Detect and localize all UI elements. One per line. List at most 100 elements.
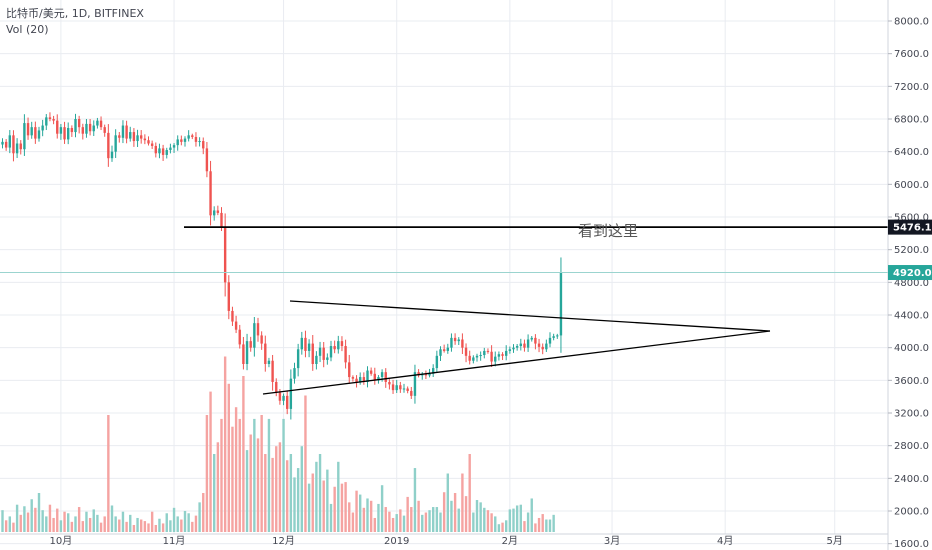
volume-bar xyxy=(464,496,468,532)
candle-body xyxy=(150,143,154,146)
volume-bar xyxy=(461,473,464,532)
time-axis[interactable]: 10月11月12月20192月3月4月5月6月7月 xyxy=(0,533,932,547)
candle-body xyxy=(275,381,278,393)
volume-bar xyxy=(497,524,501,532)
volume-indicator-label[interactable]: Vol (20) xyxy=(6,23,49,36)
volume-bar xyxy=(202,493,205,532)
volume-bar xyxy=(234,407,238,532)
volume-bar xyxy=(4,520,8,532)
volume-bar xyxy=(391,517,395,532)
candle-body xyxy=(48,117,52,119)
volume-bar xyxy=(70,521,74,532)
volume-bar xyxy=(15,504,19,532)
candle-body xyxy=(559,272,563,336)
candle-body xyxy=(530,337,533,340)
drawings: 看到这里 xyxy=(0,222,888,395)
candle-body xyxy=(77,119,81,128)
candle-body xyxy=(176,139,179,146)
candle-body xyxy=(23,123,26,150)
candle-body xyxy=(30,127,33,136)
volume-bar xyxy=(245,450,249,532)
volume-bar xyxy=(362,507,366,532)
volume-bar xyxy=(337,461,340,532)
volume-bar xyxy=(12,522,15,532)
candle-body xyxy=(461,339,464,348)
candle-body xyxy=(519,343,522,347)
volume-bar xyxy=(121,511,125,532)
price-tick-label: 8000.0 xyxy=(894,17,929,28)
volume-bar xyxy=(205,415,209,532)
volume-bar xyxy=(19,514,22,532)
volume-bar xyxy=(537,517,541,532)
volume-bar xyxy=(172,507,176,532)
volume-bar xyxy=(406,496,409,532)
candle-body xyxy=(329,346,333,358)
candle-body xyxy=(56,120,59,134)
candle-body xyxy=(293,368,296,379)
volume-bar xyxy=(278,442,282,532)
candle-body xyxy=(41,125,44,131)
volume-bar xyxy=(96,514,99,532)
volume-bar xyxy=(81,521,84,532)
candle-body xyxy=(140,135,143,139)
candle-body xyxy=(534,337,537,344)
annotation-text[interactable]: 看到这里 xyxy=(578,222,638,240)
candle-body xyxy=(340,341,344,347)
volume-bar xyxy=(88,517,92,532)
candle-body xyxy=(348,362,351,378)
volume-bar xyxy=(380,485,384,532)
candle-body xyxy=(282,395,285,401)
volume-bar xyxy=(304,395,307,532)
candle-body xyxy=(369,370,373,374)
volume-bar xyxy=(260,415,263,532)
price-tick-label: 2400.0 xyxy=(894,474,929,485)
candle-body xyxy=(497,354,501,357)
candle-body xyxy=(19,143,22,150)
candle-body xyxy=(81,127,84,134)
candle-body xyxy=(213,210,216,216)
price-axis[interactable]: 8000.0 7600.0 7200.0 6800.0 6400.0 6000.0 5600… xyxy=(887,0,929,550)
candle-body xyxy=(395,385,398,391)
price-tick-label: 1600.0 xyxy=(894,539,929,550)
symbol-label[interactable]: 比特币/美元, 1D, BITFINEX xyxy=(6,7,144,20)
candle-body xyxy=(289,378,293,409)
candle-body xyxy=(132,132,136,142)
candle-body xyxy=(242,344,245,364)
candle-body xyxy=(450,337,453,348)
volume-bar xyxy=(432,507,435,532)
volume-bar xyxy=(494,516,497,532)
candle-body xyxy=(67,127,70,140)
volume-bar xyxy=(191,521,194,532)
volume-bar xyxy=(519,504,522,532)
candle-body xyxy=(267,360,271,364)
volume-bar xyxy=(143,521,147,532)
candle-body xyxy=(286,395,289,409)
candle-body xyxy=(311,343,314,364)
candle-body xyxy=(161,148,165,155)
candle-body xyxy=(187,135,190,139)
candle-body xyxy=(231,310,234,322)
volume-bar xyxy=(129,514,132,532)
volume-bar xyxy=(136,517,139,532)
volume-bar xyxy=(359,494,362,532)
volume-bar xyxy=(147,523,150,532)
candle-body xyxy=(300,337,303,350)
volume-bar xyxy=(395,514,398,532)
volume-bar xyxy=(67,513,70,532)
volume-bar xyxy=(220,418,223,532)
candle-body xyxy=(428,373,431,376)
candle-body xyxy=(114,135,117,152)
candle-body xyxy=(545,343,548,350)
candle-body xyxy=(537,343,541,347)
volume-bar xyxy=(475,500,479,532)
candle-body xyxy=(435,355,439,369)
candle-body xyxy=(4,141,8,148)
triangle-lower-trendline[interactable] xyxy=(262,330,771,395)
candle-body xyxy=(63,127,66,140)
candle-body xyxy=(442,349,446,351)
volume-bar xyxy=(296,468,300,532)
triangle-upper-trendline[interactable] xyxy=(289,300,771,332)
volume-bar xyxy=(457,508,460,532)
